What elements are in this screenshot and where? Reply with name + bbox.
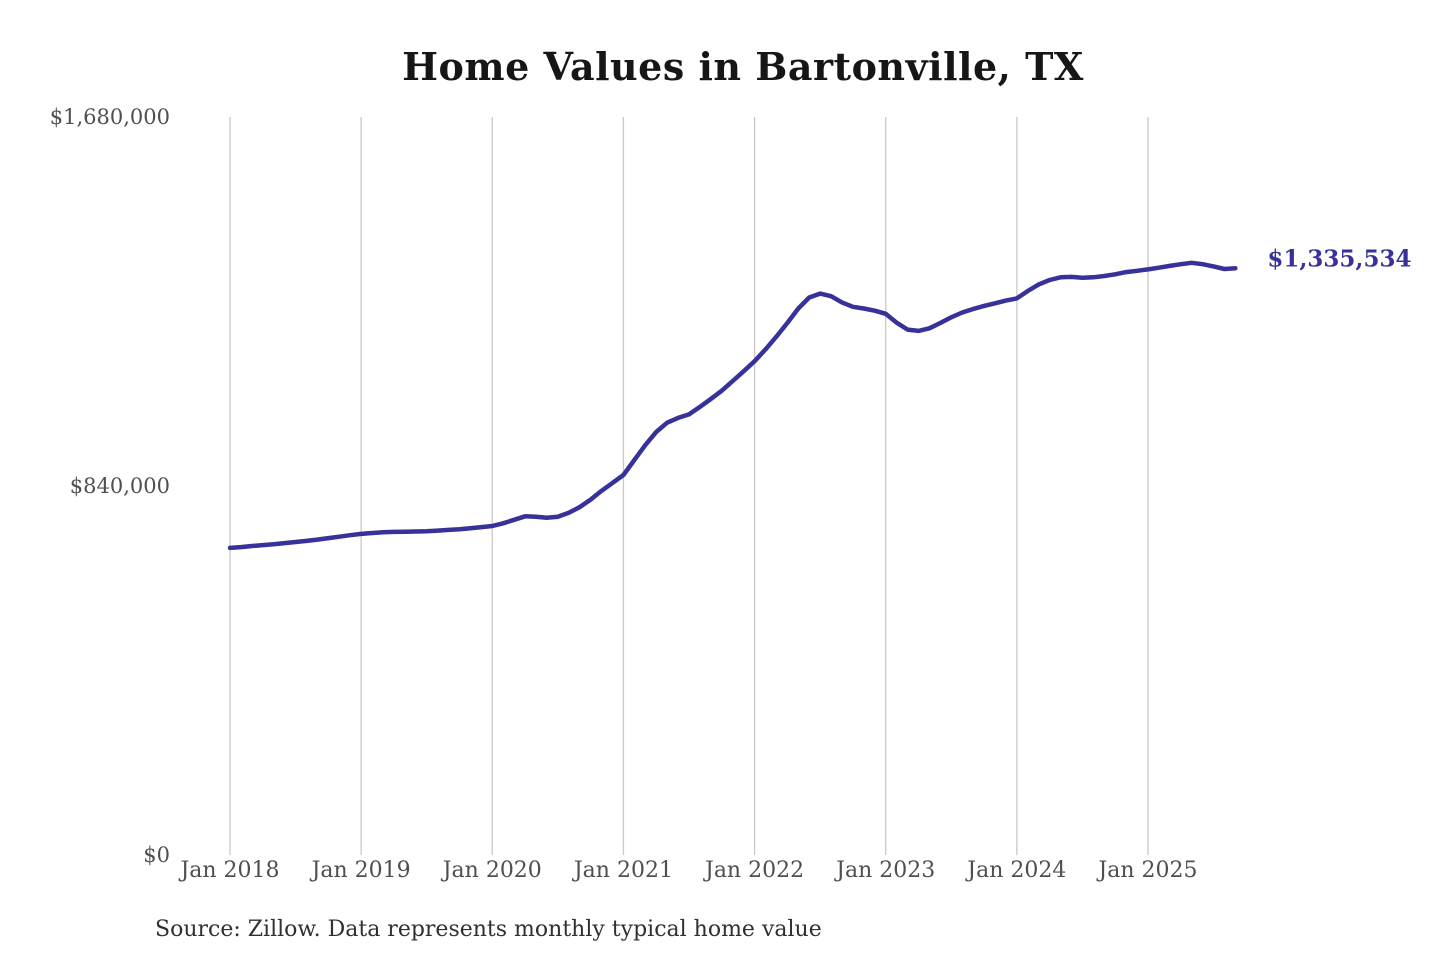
x-axis-tick-label: Jan 2023 xyxy=(836,858,936,883)
x-axis-tick-label: Jan 2024 xyxy=(967,858,1067,883)
y-axis-tick-label: $0 xyxy=(143,843,170,867)
y-axis-tick-label: $1,680,000 xyxy=(49,105,170,129)
home-value-line xyxy=(227,260,1238,551)
x-axis-tick-label: Jan 2019 xyxy=(311,858,411,883)
x-axis-tick-label: Jan 2025 xyxy=(1098,858,1198,883)
source-note: Source: Zillow. Data represents monthly … xyxy=(155,917,822,942)
latest-value-label: $1,335,534 xyxy=(1267,245,1412,273)
x-axis-tick-label: Jan 2018 xyxy=(180,858,280,883)
x-axis-tick-label: Jan 2022 xyxy=(705,858,805,883)
y-axis-tick-label: $840,000 xyxy=(69,474,170,498)
x-axis-tick-label: Jan 2021 xyxy=(573,858,673,883)
chart-title: Home Values in Bartonville, TX xyxy=(402,44,1084,89)
x-axis-tick-label: Jan 2020 xyxy=(442,858,542,883)
